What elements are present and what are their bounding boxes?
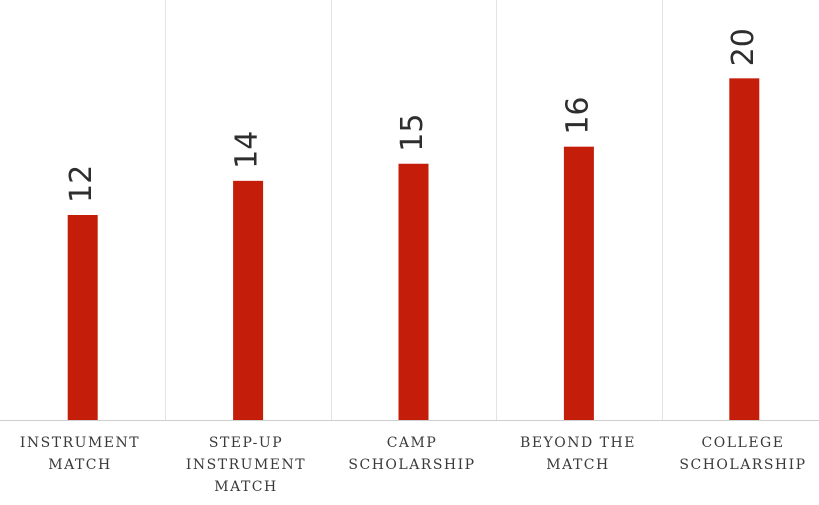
bar-camp-scholarship — [398, 163, 429, 420]
data-label-college-scholarship: 20 — [726, 28, 761, 66]
data-label-camp-scholarship: 15 — [395, 114, 430, 152]
data-label-instrument-match: 12 — [64, 165, 99, 203]
bar-instrument-match — [67, 215, 98, 420]
data-label-beyond-the-match: 16 — [560, 96, 595, 134]
bar-college-scholarship — [729, 78, 760, 420]
category-label-camp-scholarship: CAMP SCHOLARSHIP — [348, 435, 476, 473]
data-label-step-up-instrument-match: 14 — [230, 131, 265, 169]
category-label-instrument-match: INSTRUMENT MATCH — [19, 435, 141, 473]
category-label-college-scholarship: COLLEGE SCHOLARSHIP — [679, 435, 807, 473]
category-label-step-up-instrument-match: STEP-UP INSTRUMENT MATCH — [185, 435, 307, 495]
bar-step-up-instrument-match — [233, 180, 264, 420]
category-label-beyond-the-match: BEYOND THE MATCH — [520, 435, 636, 473]
bar-beyond-the-match — [563, 146, 594, 420]
